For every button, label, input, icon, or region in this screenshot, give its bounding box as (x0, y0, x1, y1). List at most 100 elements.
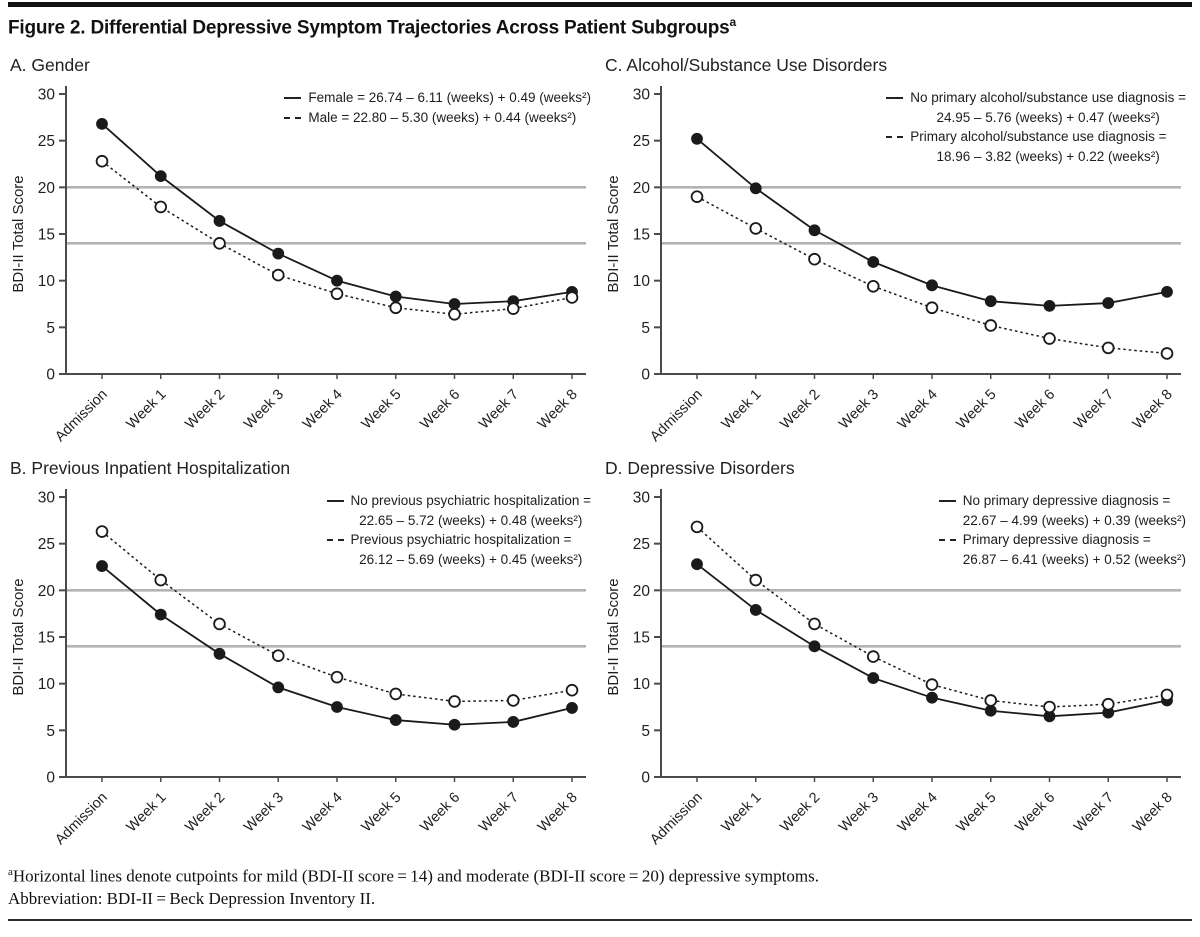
chart-svg-c: 0 5 10 15 20 25 30 BDI-II Total Score Admission W… (605, 86, 1181, 446)
top-rule (8, 2, 1192, 7)
series-line-dashed (696, 196, 1168, 355)
y-tick-label: 5 (46, 723, 55, 740)
panel-c-title: C. Alcohol/Substance Use Disorders (605, 55, 888, 76)
legend-line-solid-icon (326, 500, 344, 503)
legend-entry: Previous psychiatric hospitalization = 26… (326, 530, 592, 569)
chart-b: 0 5 10 15 20 25 30 BDI-II Total Score Admission W… (8, 483, 597, 851)
y-axis-label: BDI-II Total Score (10, 176, 27, 293)
legend-label-continued: 24.95 – 5.76 (weeks) + 0.47 (weeks²) (936, 109, 1160, 125)
data-point-marker-open (448, 308, 461, 321)
x-tick-label: Week 4 (300, 790, 346, 836)
data-point-marker-filled (272, 248, 285, 260)
legend-entry: No previous psychiatric hospitalization … (326, 491, 592, 530)
data-point-marker-filled (749, 182, 762, 195)
data-point-marker-filled (448, 298, 461, 311)
data-point-marker-open (95, 155, 109, 168)
y-tick-label: 30 (38, 490, 56, 507)
x-tick-label: Week 2 (777, 387, 823, 433)
x-tick-label: Week 4 (895, 790, 941, 836)
x-tick-label: Week 4 (895, 387, 941, 433)
y-tick-label: 0 (641, 770, 650, 787)
x-tick-label: Admission (647, 387, 706, 446)
data-point-marker-filled (96, 560, 108, 573)
footnote-text-1: Horizontal lines denote cutpoints for mi… (12, 866, 819, 886)
data-point-marker-filled (331, 275, 343, 287)
data-point-marker-filled (867, 672, 880, 685)
data-point-marker-open (389, 687, 403, 701)
y-axis-label: BDI-II Total Score (10, 579, 27, 696)
legend-c: No primary alcohol/substance use diagnos… (886, 88, 1186, 166)
data-point-marker-open (506, 302, 520, 316)
legend-line-solid-icon (284, 97, 302, 100)
y-tick-label: 20 (38, 180, 56, 197)
x-tick-label: Week 3 (836, 790, 882, 836)
legend-b: No previous psychiatric hospitalization … (326, 491, 592, 569)
y-tick-label: 5 (641, 723, 650, 740)
data-point-marker-filled (1161, 286, 1173, 299)
y-tick-label: 20 (38, 583, 56, 600)
y-tick-label: 5 (641, 320, 650, 337)
legend-line-solid-icon (886, 97, 904, 100)
chart-svg-d: 0 5 10 15 20 25 30 BDI-II Total Score Admission W… (605, 489, 1181, 848)
y-tick-label: 20 (633, 180, 651, 197)
legend-entry: No primary alcohol/substance use diagnos… (886, 88, 1186, 127)
y-tick-label: 25 (633, 536, 650, 553)
legend-label: No previous psychiatric hospitalization … (350, 493, 592, 509)
data-point-marker-open (154, 574, 168, 587)
data-point-marker-open (690, 190, 704, 204)
data-point-marker-filled (867, 256, 880, 269)
data-point-marker-open (984, 694, 998, 708)
legend-label-continued: 22.65 – 5.72 (weeks) + 0.48 (weeks²) (359, 512, 583, 528)
data-point-marker-open (1043, 701, 1056, 714)
x-tick-label: Week 2 (777, 790, 823, 836)
legend-label-continued: 26.87 – 6.41 (weeks) + 0.52 (weeks²) (962, 552, 1186, 568)
legend-label-continued: 22.67 – 4.99 (weeks) + 0.39 (weeks²) (962, 512, 1186, 528)
data-point-marker-filled (1043, 300, 1056, 313)
figure-title: Figure 2. Differential Depressive Sympto… (8, 15, 1192, 39)
y-tick-label: 30 (38, 87, 56, 104)
y-tick-label: 10 (38, 273, 56, 290)
data-point-marker-open (1043, 332, 1056, 346)
x-tick-label: Week 3 (241, 387, 287, 433)
data-point-marker-filled (213, 215, 226, 228)
y-tick-label: 10 (38, 676, 56, 693)
y-tick-label: 0 (641, 367, 650, 384)
data-point-marker-filled (448, 719, 461, 731)
x-tick-label: Admission (52, 790, 111, 849)
panel-grid: A. Gender 0 5 10 15 20 25 30 BDI-II Total Score… (8, 55, 1192, 851)
data-point-marker-open (749, 222, 763, 236)
data-point-marker-filled (984, 705, 997, 717)
x-tick-label: Week 6 (417, 387, 463, 433)
bottom-rule (8, 918, 1192, 921)
data-point-marker-filled (808, 640, 821, 653)
x-tick-label: Week 5 (954, 790, 1000, 836)
data-point-marker-open (1101, 341, 1115, 355)
data-point-marker-filled (926, 692, 938, 704)
data-point-marker-open (984, 319, 998, 333)
legend-label: Primary depressive diagnosis = (962, 532, 1151, 548)
data-point-marker-filled (96, 118, 108, 131)
x-tick-label: Week 7 (1071, 790, 1117, 836)
data-point-marker-open (866, 650, 880, 664)
data-point-marker-open (213, 237, 226, 250)
x-tick-label: Week 8 (1130, 387, 1176, 433)
panel-b-hospitalization: B. Previous Inpatient Hospitalization 0 5… (8, 458, 597, 851)
y-tick-label: 15 (633, 227, 650, 244)
data-point-marker-filled (749, 604, 762, 617)
y-tick-label: 10 (633, 676, 651, 693)
panel-d-depressive: D. Depressive Disorders 0 5 10 15 20 25 30 BDI-… (603, 458, 1192, 851)
legend-label-continued: 26.12 – 5.69 (weeks) + 0.45 (weeks²) (359, 552, 583, 568)
y-tick-label: 15 (633, 630, 650, 647)
x-tick-label: Week 1 (719, 387, 765, 433)
footnotes: aHorizontal lines denote cutpoints for m… (8, 865, 1192, 911)
panel-c-alcohol-substance: C. Alcohol/Substance Use Disorders 0 5 10 1… (603, 55, 1192, 448)
footnote-line-1: aHorizontal lines denote cutpoints for m… (8, 865, 1192, 888)
chart-svg-a: 0 5 10 15 20 25 30 BDI-II Total Score Admission W… (10, 86, 586, 445)
x-tick-label: Week 7 (1071, 387, 1117, 433)
y-tick-label: 25 (633, 133, 650, 150)
panel-d-title: D. Depressive Disorders (605, 458, 795, 479)
data-point-marker-open (565, 684, 579, 697)
data-point-marker-filled (691, 558, 703, 571)
y-tick-label: 5 (46, 320, 55, 337)
